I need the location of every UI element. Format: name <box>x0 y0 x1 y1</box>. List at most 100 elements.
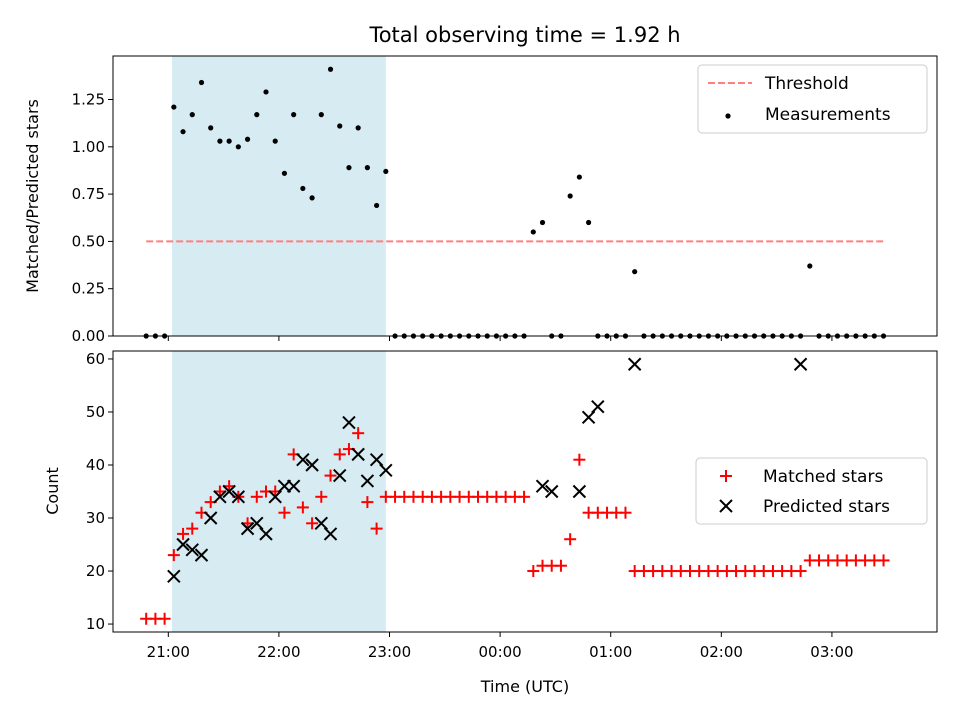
predicted-star-point <box>323 527 338 541</box>
top-legend: Threshold Measurements <box>697 64 928 134</box>
matched-star-point <box>527 565 540 578</box>
measurement-point <box>309 195 315 201</box>
chart-title: Total observing time = 1.92 h <box>368 23 680 47</box>
measurement-point <box>208 125 214 131</box>
predicted-star-point <box>572 484 587 499</box>
measurement-point <box>235 144 241 150</box>
legend-predicted-swatch <box>719 499 733 513</box>
bottom-axes-frame <box>112 350 938 633</box>
predicted-star-point <box>627 357 642 371</box>
predicted-star-point <box>185 543 199 557</box>
matched-star-point <box>315 490 328 503</box>
measurement-point <box>217 138 223 144</box>
top-ytick-label: 0.75 <box>72 185 105 203</box>
bottom-xtick-label: 01:00 <box>589 643 632 661</box>
predicted-star-point <box>360 474 375 488</box>
top-y-ticks: 0.00 0.25 0.50 0.75 1.00 1.25 <box>72 91 113 345</box>
measurement-point <box>576 174 582 180</box>
matched-star-point <box>554 559 567 572</box>
top-observing-window <box>171 56 386 336</box>
top-ytick-label: 1.25 <box>72 91 105 109</box>
predicted-star-point <box>333 468 347 483</box>
predicted-star-point <box>793 357 808 371</box>
matched-star-point <box>177 527 190 540</box>
bottom-xtick-label: 03:00 <box>810 643 853 661</box>
top-ytick-label: 0.50 <box>72 232 105 250</box>
measurement-point <box>539 219 546 226</box>
matched-star-point <box>361 496 374 509</box>
legend-matched-label: Matched stars <box>763 467 883 487</box>
predicted-star-point <box>286 479 301 493</box>
top-ytick-label: 1.00 <box>72 138 105 156</box>
measurement-point <box>281 170 288 176</box>
x-axis-label: Time (UTC) <box>480 677 569 696</box>
predicted-star-point <box>194 548 209 562</box>
bottom-xtick-label: 02:00 <box>700 643 743 661</box>
bottom-xtick-label: 00:00 <box>478 643 521 661</box>
bottom-y-axis-label: Count <box>43 467 62 515</box>
bottom-xtick-label: 23:00 <box>368 643 411 661</box>
predicted-star-point <box>222 484 236 499</box>
matched-star-point <box>250 490 263 503</box>
measurement-point <box>318 112 324 118</box>
matched-star-point <box>352 427 365 440</box>
predicted-star-point <box>379 463 393 477</box>
measurement-point <box>300 185 306 192</box>
measurement-point <box>346 165 352 171</box>
bottom-panel: 10 20 30 40 50 60 21:00 22:00 23:00 00:00 01:00 02… <box>43 350 938 696</box>
predicted-star-point <box>545 484 559 499</box>
predicted-star-point <box>203 511 218 525</box>
top-y-axis-label: Matched/Predicted stars <box>23 99 42 293</box>
measurement-point <box>327 66 334 72</box>
bottom-ytick-label: 40 <box>86 456 105 474</box>
legend-predicted-label: Predicted stars <box>763 497 890 517</box>
predicted-star-point <box>535 479 550 493</box>
measurement-point <box>198 79 205 86</box>
predicted-star-point <box>296 452 310 467</box>
predicted-star-point <box>351 447 365 462</box>
measurement-point <box>585 219 592 226</box>
bottom-ytick-label: 30 <box>86 509 105 527</box>
bottom-x-ticks: 21:00 22:00 23:00 00:00 01:00 02:00 03:00 <box>147 632 854 661</box>
top-legend-box <box>697 64 928 134</box>
matched-star-point <box>186 522 199 535</box>
top-ytick-label: 0.25 <box>72 280 105 298</box>
measurement-point <box>374 202 380 209</box>
measurement-point <box>244 136 251 142</box>
measurement-point <box>364 165 370 171</box>
bottom-ytick-label: 10 <box>86 615 105 633</box>
matched-star-point <box>167 549 180 562</box>
measurement-point <box>337 123 343 129</box>
measurement-point <box>807 263 813 269</box>
measurement-point <box>567 193 573 199</box>
matched-star-point <box>333 448 346 461</box>
measurement-point <box>189 112 195 118</box>
predicted-star-point <box>213 490 227 504</box>
matched-star-point <box>370 522 383 535</box>
matched-star-point <box>877 554 890 567</box>
bottom-ytick-label: 50 <box>86 403 105 421</box>
measurement-point <box>263 89 269 95</box>
bottom-legend: Matched stars Predicted stars <box>695 457 928 525</box>
predicted-star-point <box>167 569 181 584</box>
predicted-star-point <box>176 537 190 552</box>
predicted-star-point <box>305 458 319 472</box>
predicted-star-point <box>231 490 246 504</box>
predicted-star-point <box>342 415 356 430</box>
measurement-point <box>530 229 536 235</box>
matched-star-point <box>278 506 291 519</box>
bottom-xtick-label: 21:00 <box>147 643 190 661</box>
matched-star-point <box>564 533 577 546</box>
measurement-point <box>291 112 297 118</box>
predicted-star-point <box>240 521 255 536</box>
bottom-xtick-label: 22:00 <box>257 643 300 661</box>
top-axes-frame <box>112 55 938 337</box>
bottom-ytick-label: 20 <box>86 562 105 580</box>
measurement-point <box>226 138 232 144</box>
measurement-point <box>180 129 186 135</box>
measurement-point <box>355 125 361 131</box>
matched-star-point <box>573 453 586 466</box>
predicted-star-point <box>591 399 605 414</box>
predicted-star-point <box>259 527 273 541</box>
